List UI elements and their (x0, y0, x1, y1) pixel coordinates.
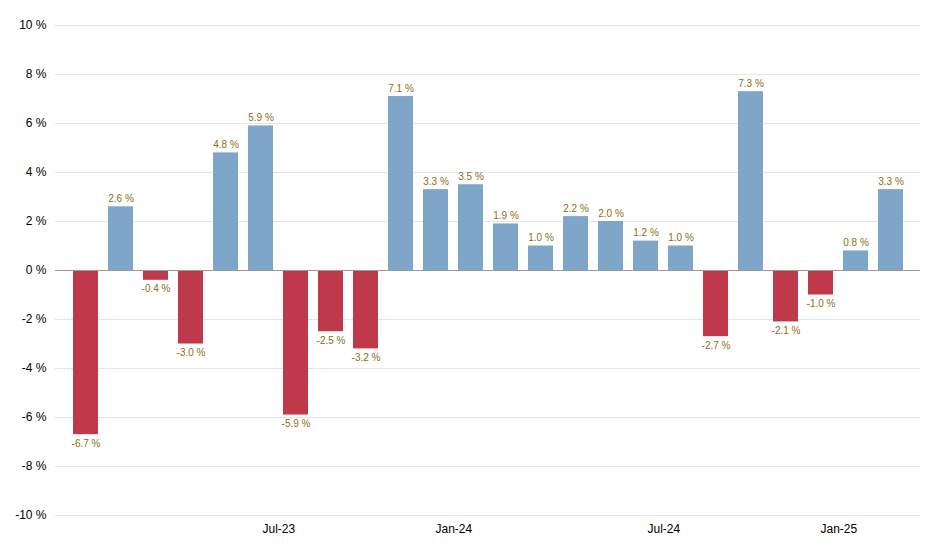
svg-text:3.3 %: 3.3 % (423, 176, 449, 187)
svg-text:-6 %: -6 % (22, 410, 47, 424)
svg-text:4 %: 4 % (26, 165, 47, 179)
svg-text:-3.2 %: -3.2 % (352, 352, 381, 363)
svg-text:5.9 %: 5.9 % (248, 112, 274, 123)
svg-text:2 %: 2 % (26, 214, 47, 228)
svg-text:-10 %: -10 % (15, 508, 47, 522)
svg-text:-8 %: -8 % (22, 459, 47, 473)
svg-text:-2.7 %: -2.7 % (702, 340, 731, 351)
svg-text:-3.0 %: -3.0 % (177, 347, 206, 358)
svg-text:3.5 %: 3.5 % (458, 171, 484, 182)
svg-text:2.0 %: 2.0 % (598, 208, 624, 219)
svg-text:3.3 %: 3.3 % (878, 176, 904, 187)
svg-text:1.9 %: 1.9 % (493, 210, 519, 221)
svg-text:6 %: 6 % (26, 116, 47, 130)
svg-text:10 %: 10 % (19, 18, 47, 32)
svg-text:-6.7 %: -6.7 % (72, 438, 101, 449)
svg-text:-2.1 %: -2.1 % (772, 325, 801, 336)
svg-text:7.1 %: 7.1 % (388, 83, 414, 94)
svg-text:1.0 %: 1.0 % (668, 232, 694, 243)
svg-text:Jul-24: Jul-24 (647, 522, 680, 536)
svg-text:4.8 %: 4.8 % (213, 139, 239, 150)
svg-text:1.2 %: 1.2 % (633, 227, 659, 238)
svg-text:-5.9 %: -5.9 % (282, 418, 311, 429)
svg-text:-2 %: -2 % (22, 312, 47, 326)
svg-text:Jul-23: Jul-23 (262, 522, 295, 536)
svg-text:-1.0 %: -1.0 % (807, 298, 836, 309)
svg-text:1.0 %: 1.0 % (528, 232, 554, 243)
svg-text:2.2 %: 2.2 % (563, 203, 589, 214)
svg-text:Jan-25: Jan-25 (820, 522, 857, 536)
svg-text:7.3 %: 7.3 % (738, 78, 764, 89)
svg-text:Jan-24: Jan-24 (435, 522, 472, 536)
svg-text:-0.4 %: -0.4 % (142, 283, 171, 294)
svg-text:-4 %: -4 % (22, 361, 47, 375)
svg-text:2.6 %: 2.6 % (108, 193, 134, 204)
svg-text:8 %: 8 % (26, 67, 47, 81)
svg-text:0 %: 0 % (26, 263, 47, 277)
svg-text:0.8 %: 0.8 % (843, 237, 869, 248)
svg-text:-2.5 %: -2.5 % (317, 335, 346, 346)
